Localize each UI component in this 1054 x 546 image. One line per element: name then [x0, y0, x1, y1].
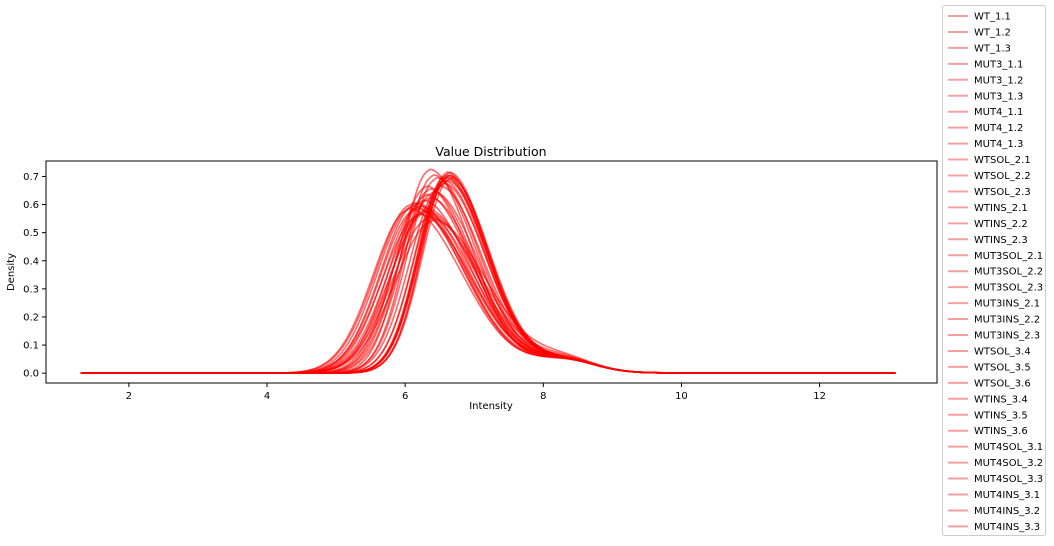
legend-label: MUT4SOL_3.2	[974, 458, 1043, 469]
y-tick-label: 0.1	[23, 341, 39, 352]
legend-label: WTINS_3.4	[974, 394, 1028, 405]
legend-label: WTSOL_3.4	[974, 346, 1031, 357]
legend: WT_1.1 WT_1.2 WT_1.3 MUT3_1.1 MUT3_1.2 MUT3_1…	[942, 5, 1046, 536]
density-line-MUT4INS_3.3	[80, 176, 896, 374]
y-tick-label: 0.4	[23, 256, 39, 267]
series-group	[80, 168, 896, 374]
legend-label: WT_1.1	[974, 12, 1011, 23]
legend-label: WTINS_3.5	[974, 410, 1028, 421]
y-tick-label: 0.6	[23, 200, 39, 211]
legend-label: WTINS_2.1	[974, 203, 1028, 214]
x-axis-label: Intensity	[469, 401, 513, 412]
x-tick-label: 10	[675, 391, 688, 402]
legend-label: MUT3INS_2.3	[974, 331, 1040, 342]
y-ticks: 0.0 0.1 0.2 0.3 0.4 0.5 0.6 0.7	[23, 172, 46, 380]
legend-label: MUT4_1.3	[974, 139, 1023, 150]
x-ticks: 2 4 6 8 10 12	[126, 383, 826, 402]
y-tick-label: 0.2	[23, 312, 39, 323]
x-tick-label: 4	[264, 391, 270, 402]
legend-label: WTINS_2.2	[974, 219, 1028, 230]
legend-frame	[942, 5, 1046, 536]
legend-label: MUT4SOL_3.1	[974, 442, 1043, 453]
legend-label: MUT3_1.3	[974, 91, 1023, 102]
legend-label: WTSOL_3.6	[974, 378, 1031, 389]
legend-label: MUT4INS_3.3	[974, 522, 1040, 533]
legend-label: WTSOL_2.3	[974, 187, 1031, 198]
legend-label: WTSOL_2.1	[974, 155, 1031, 166]
x-tick-label: 8	[540, 391, 546, 402]
legend-label: WTINS_2.3	[974, 235, 1028, 246]
legend-label: MUT3INS_2.2	[974, 315, 1040, 326]
legend-label: MUT3_1.1	[974, 59, 1023, 70]
legend-label: MUT4INS_3.2	[974, 506, 1040, 517]
y-tick-label: 0.0	[23, 369, 39, 380]
plot-area	[80, 168, 896, 374]
legend-label: WT_1.3	[974, 43, 1011, 54]
x-tick-label: 6	[402, 391, 408, 402]
chart-title: Value Distribution	[435, 144, 546, 159]
legend-label: WT_1.2	[974, 27, 1011, 38]
plot-frame	[45, 160, 938, 384]
legend-label: MUT4SOL_3.3	[974, 474, 1043, 485]
legend-label: MUT3_1.2	[974, 75, 1023, 86]
y-tick-label: 0.5	[23, 228, 39, 239]
x-tick-label: 12	[813, 391, 826, 402]
y-tick-label: 0.7	[23, 172, 39, 183]
legend-label: WTSOL_3.5	[974, 362, 1031, 373]
legend-label: WTSOL_2.2	[974, 171, 1031, 182]
legend-label: MUT3SOL_2.1	[974, 251, 1043, 262]
y-axis-label: Density	[6, 253, 17, 291]
legend-label: WTINS_3.6	[974, 426, 1028, 437]
y-tick-label: 0.3	[23, 284, 39, 295]
legend-label: MUT4INS_3.1	[974, 490, 1040, 501]
legend-label: MUT3INS_2.1	[974, 299, 1040, 310]
legend-label: MUT3SOL_2.2	[974, 267, 1043, 278]
legend-label: MUT3SOL_2.3	[974, 283, 1043, 294]
x-tick-label: 2	[126, 391, 132, 402]
legend-items: WT_1.1 WT_1.2 WT_1.3 MUT3_1.1 MUT3_1.2 MUT3_1…	[948, 12, 1043, 533]
legend-label: MUT4_1.2	[974, 123, 1023, 134]
legend-label: MUT4_1.1	[974, 107, 1023, 118]
